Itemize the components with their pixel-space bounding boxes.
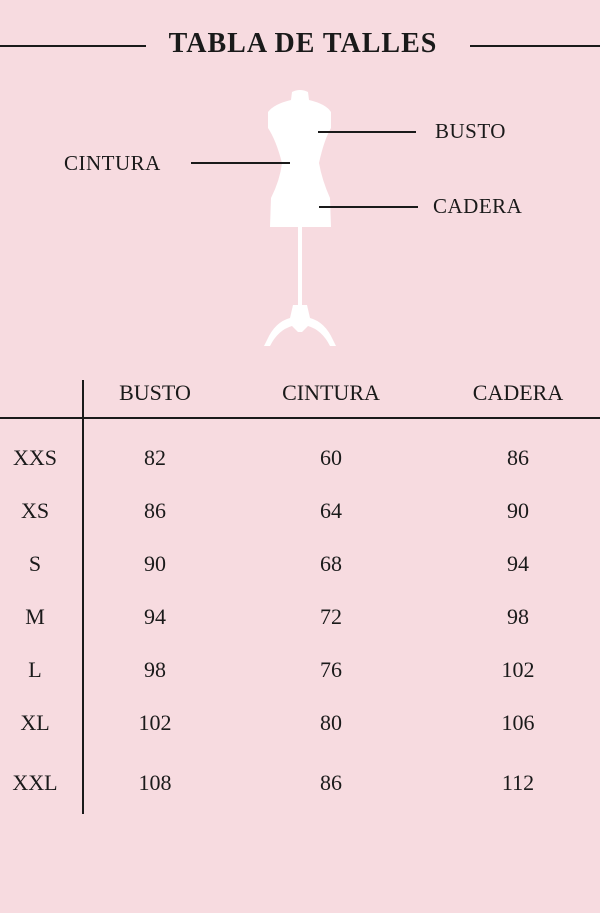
table-cell: 68: [320, 551, 342, 576]
table-cell: 98: [507, 604, 529, 629]
size-label: XXS: [12, 445, 57, 470]
table-cell: 64: [320, 498, 342, 523]
size-label: M: [25, 604, 45, 629]
table-cell: 112: [501, 770, 535, 795]
table-cell: 90: [144, 551, 166, 576]
table-cell: 90: [507, 498, 529, 523]
column-rule: [82, 380, 84, 814]
label-cadera: CADERA: [433, 194, 523, 218]
table-cell: 86: [507, 445, 529, 470]
title-rule-left: [0, 45, 146, 47]
table-cell: 60: [320, 445, 342, 470]
label-busto: BUSTO: [435, 119, 506, 143]
table-cell: 76: [320, 657, 342, 682]
table-cell: 102: [501, 657, 535, 682]
page-title: TABLA DE TALLES: [168, 28, 438, 59]
size-label: XS: [20, 498, 50, 523]
table-cell: 102: [138, 710, 172, 735]
table-cell: 86: [144, 498, 166, 523]
table-cell: 94: [507, 551, 529, 576]
mannequin-icon: [191, 90, 418, 346]
size-label: S: [28, 551, 42, 576]
size-label: XL: [20, 710, 50, 735]
table-cell: 106: [501, 710, 535, 735]
table-cell: 108: [138, 770, 172, 795]
table-cell: 80: [320, 710, 342, 735]
table-cell: 72: [320, 604, 342, 629]
column-header: CINTURA: [282, 380, 380, 405]
table-cell: 98: [144, 657, 166, 682]
size-label: XXL: [12, 770, 58, 795]
column-header: BUSTO: [119, 380, 191, 405]
table-cell: 82: [144, 445, 166, 470]
title-rule-right: [470, 45, 600, 47]
column-header: CADERA: [472, 380, 564, 405]
size-label: L: [28, 657, 42, 682]
header-rule: [0, 417, 600, 419]
label-cintura: CINTURA: [64, 151, 161, 175]
table-cell: 94: [144, 604, 166, 629]
table-cell: 86: [320, 770, 342, 795]
